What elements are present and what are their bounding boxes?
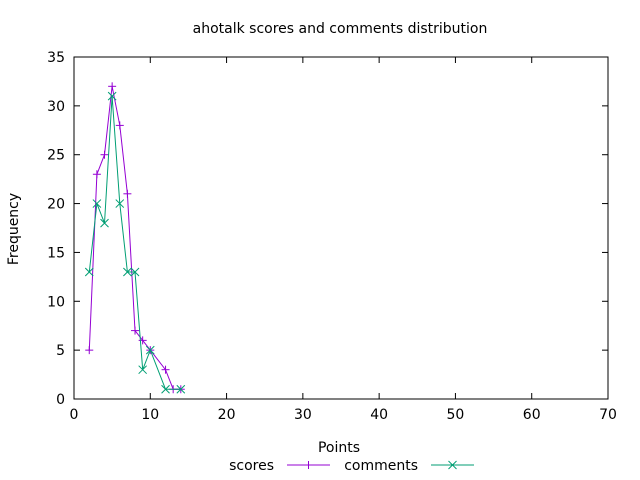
y-tick-label: 0	[56, 392, 65, 408]
y-tick-label: 30	[47, 99, 65, 115]
data-point-comments	[176, 384, 186, 394]
y-tick-label: 25	[47, 148, 65, 164]
x-tick-label: 40	[370, 407, 388, 423]
data-point-comments	[92, 199, 102, 208]
x-tick-label: 10	[141, 407, 159, 423]
data-point-comments	[100, 218, 109, 228]
chart-title: ahotalk scores and comments distribution	[193, 21, 488, 37]
y-tick-label: 20	[47, 197, 65, 213]
axes: 0 10 20 30 40 50 60 70 0 5 10 15 20 25 30 35	[47, 50, 617, 423]
plot-area-border	[73, 56, 609, 400]
series-line-scores	[88, 86, 181, 390]
x-axis-label: Points	[318, 440, 360, 456]
legend-marker-comments	[448, 460, 457, 470]
data-point-comments	[123, 267, 132, 277]
series-scores	[85, 82, 185, 394]
data-point-comments	[115, 199, 125, 208]
series-layer	[84, 82, 186, 394]
x-tick-label: 30	[294, 407, 312, 423]
y-tick-label: 5	[56, 343, 65, 359]
data-point-comments	[138, 365, 148, 375]
y-tick-label: 35	[47, 50, 65, 66]
series-comments	[84, 91, 186, 394]
series-line-comments	[88, 96, 181, 390]
y-tick-label: 10	[47, 294, 65, 310]
data-point-comments	[161, 384, 170, 394]
x-tick-label: 60	[523, 407, 541, 423]
x-tick-label: 50	[447, 407, 465, 423]
data-point-comments	[84, 267, 94, 277]
legend-label-scores: scores	[229, 458, 274, 474]
legend-label-comments: comments	[344, 458, 418, 474]
y-tick-label: 15	[47, 245, 65, 261]
legend: scores comments	[229, 458, 474, 474]
x-tick-label: 20	[218, 407, 236, 423]
x-tick-label: 0	[70, 407, 79, 423]
x-tick-label: 70	[599, 407, 617, 423]
y-axis-label: Frequency	[6, 193, 22, 265]
data-point-comments	[145, 345, 155, 355]
data-point-comments	[130, 267, 140, 277]
data-point-comments	[107, 91, 117, 101]
